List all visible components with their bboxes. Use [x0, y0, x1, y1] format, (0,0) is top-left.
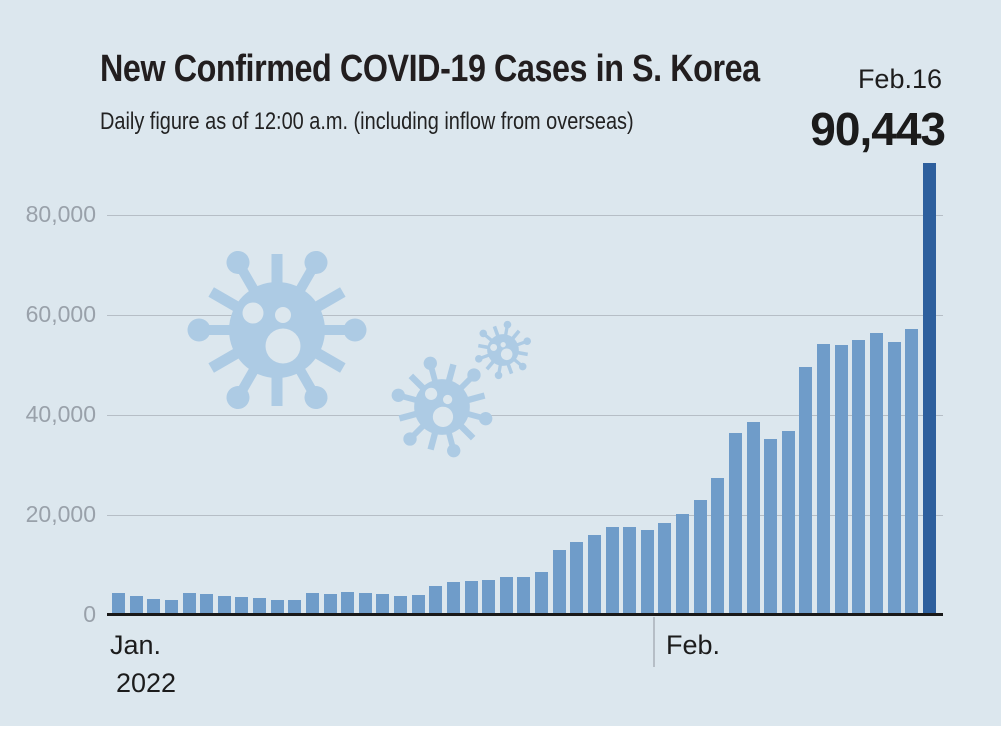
bar	[676, 514, 689, 615]
bar	[358, 593, 372, 615]
bar	[570, 542, 584, 615]
bar	[499, 577, 513, 615]
x-label-jan: Jan.	[110, 630, 162, 660]
bar	[834, 345, 848, 615]
bar	[517, 577, 531, 615]
bar	[411, 595, 425, 615]
bar	[587, 535, 601, 615]
gridline	[107, 215, 943, 216]
bar	[852, 340, 866, 615]
bar	[623, 527, 637, 615]
bar-highlight-feb16	[922, 163, 936, 615]
bar	[200, 594, 214, 615]
bar	[235, 597, 249, 615]
bar	[376, 594, 390, 615]
bar	[253, 598, 266, 615]
y-axis-tick-label: 20,000	[25, 501, 96, 527]
chart-subtitle: Daily figure as of 12:00 a.m. (including…	[100, 108, 634, 135]
bottom-edge-strip	[0, 726, 1001, 730]
bar	[446, 582, 460, 615]
bar	[693, 500, 707, 615]
bar	[112, 593, 125, 615]
x-label-feb: Feb.	[666, 630, 721, 660]
bar	[640, 530, 654, 615]
bar	[605, 527, 619, 615]
bar	[217, 596, 231, 615]
bar	[552, 550, 566, 615]
bar	[817, 344, 830, 615]
feb-tick-mark	[653, 617, 655, 667]
bar	[147, 599, 161, 615]
bar	[887, 342, 901, 615]
bar	[905, 329, 919, 615]
bar	[429, 586, 443, 615]
bar	[728, 433, 742, 615]
page-title: New Confirmed COVID-19 Cases in S. Korea	[100, 48, 760, 90]
bar	[288, 600, 302, 615]
bar	[270, 600, 284, 615]
bar	[746, 422, 760, 615]
bar-series	[112, 160, 936, 615]
x-label-year: 2022	[116, 668, 177, 698]
annotation-date: Feb.16	[857, 64, 942, 94]
bar	[535, 572, 548, 615]
y-axis-tick-label: 40,000	[25, 401, 96, 427]
gridline	[107, 515, 943, 516]
bar	[658, 523, 672, 615]
bar	[164, 600, 178, 615]
bar	[482, 580, 496, 615]
y-axis-tick-label: 60,000	[25, 301, 96, 327]
bar	[129, 596, 143, 615]
bar	[799, 367, 813, 615]
y-axis-tick-label: 80,000	[25, 201, 96, 227]
bar	[764, 439, 778, 615]
gridline	[107, 315, 943, 316]
bar	[394, 596, 407, 615]
y-axis-tick-label: 0	[83, 601, 96, 627]
annotation-value: 90,443	[810, 103, 946, 155]
bar	[323, 594, 337, 615]
bar	[305, 593, 319, 615]
bar	[869, 333, 883, 615]
gridline	[107, 415, 943, 416]
bar	[464, 581, 478, 615]
bar	[182, 593, 196, 615]
bar	[711, 478, 725, 615]
bar	[341, 592, 355, 615]
x-axis-line	[107, 613, 943, 616]
bar	[781, 431, 795, 615]
